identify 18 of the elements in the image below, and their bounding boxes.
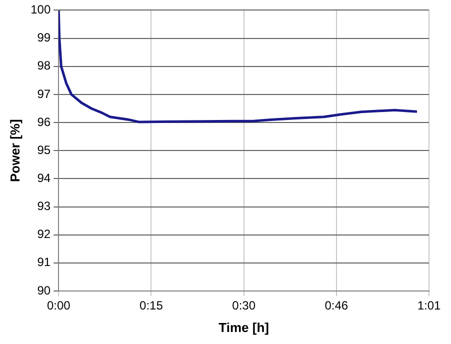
y-tick-label: 91 bbox=[37, 255, 51, 270]
y-tick-label: 95 bbox=[37, 142, 51, 157]
x-tick-label: 0:30 bbox=[232, 298, 256, 313]
x-axis-title: Time [h] bbox=[218, 320, 269, 335]
y-tick-label: 97 bbox=[37, 86, 51, 101]
y-tick-label: 92 bbox=[37, 227, 51, 242]
y-tick-label: 94 bbox=[37, 170, 51, 185]
y-tick-label: 90 bbox=[37, 283, 51, 298]
y-axis-title: Power [%] bbox=[7, 119, 22, 182]
x-tick-label: 0:46 bbox=[324, 298, 348, 313]
x-tick-label: 0:00 bbox=[46, 298, 71, 313]
y-tick-label: 96 bbox=[37, 114, 51, 129]
y-tick-label: 100 bbox=[30, 2, 51, 17]
y-tick-label: 93 bbox=[37, 199, 51, 214]
x-tick-label: 0:15 bbox=[140, 298, 164, 313]
y-tick-label: 99 bbox=[37, 30, 51, 45]
x-tick-label: 1:01 bbox=[417, 298, 441, 313]
y-tick-label: 98 bbox=[37, 58, 51, 73]
